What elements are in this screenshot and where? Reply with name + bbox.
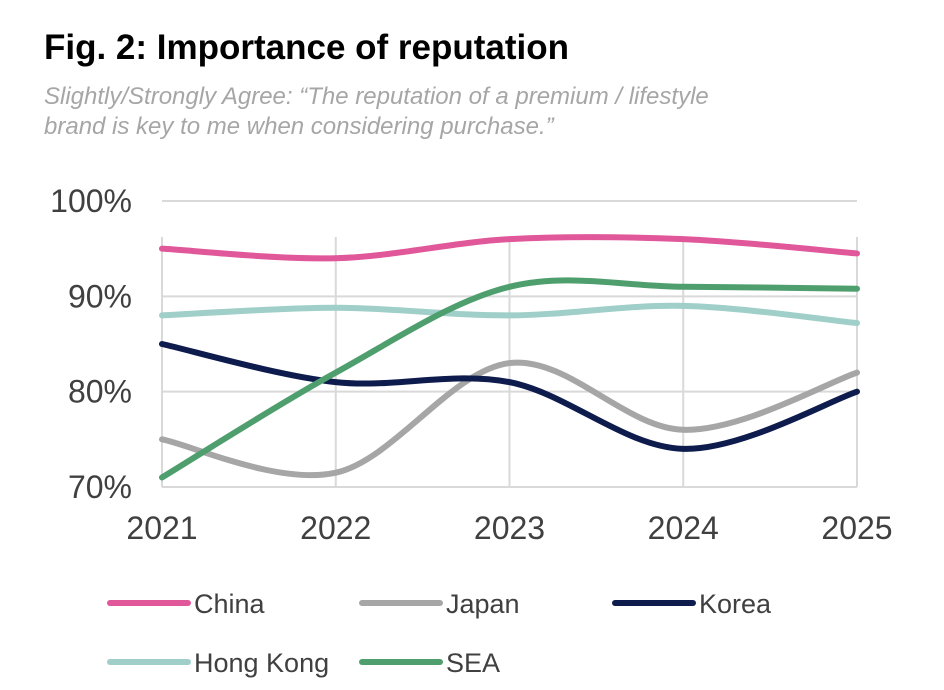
x-tick-label: 2023 xyxy=(474,510,545,546)
chart-subtitle: Slightly/Strongly Agree: “The reputation… xyxy=(44,82,904,142)
legend-label-hong-kong: Hong Kong xyxy=(194,648,329,678)
y-tick-label: 80% xyxy=(68,374,132,410)
x-tick-label: 2024 xyxy=(648,510,719,546)
grid xyxy=(161,200,858,488)
series-lines xyxy=(159,234,860,481)
series-line-hong-kong xyxy=(159,302,860,327)
x-axis-ticks: 2021 2022 2023 2024 2025 xyxy=(126,510,892,546)
series-line-japan xyxy=(159,359,860,479)
series-line-china xyxy=(159,234,860,262)
chart-subtitle-line-1: Slightly/Strongly Agree: “The reputation… xyxy=(44,83,709,110)
x-tick-label: 2025 xyxy=(821,510,892,546)
legend-label-china: China xyxy=(194,589,266,619)
x-tick-label: 2022 xyxy=(300,510,371,546)
y-axis-ticks: 100% 90% 80% 70% xyxy=(50,183,132,505)
legend-label-sea: SEA xyxy=(446,648,500,678)
legend: China Japan Korea Hong Kong SEA xyxy=(107,589,772,678)
chart-title: Fig. 2: Importance of reputation xyxy=(44,28,570,67)
legend-label-japan: Japan xyxy=(446,589,520,619)
series-line-korea xyxy=(159,341,860,452)
y-tick-label: 70% xyxy=(68,469,132,505)
legend-label-korea: Korea xyxy=(699,589,772,619)
y-tick-label: 100% xyxy=(50,183,132,219)
series-line-sea xyxy=(159,277,860,481)
x-tick-label: 2021 xyxy=(126,510,197,546)
chart-subtitle-line-2: brand is key to me when considering purc… xyxy=(44,113,554,140)
y-tick-label: 90% xyxy=(68,278,132,314)
